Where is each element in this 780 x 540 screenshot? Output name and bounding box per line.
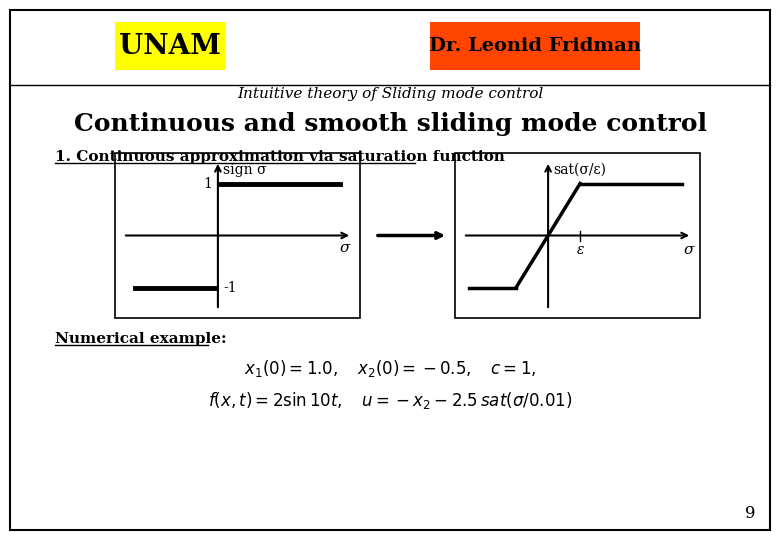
Text: Intuitive theory of Sliding mode control: Intuitive theory of Sliding mode control <box>237 87 543 101</box>
Text: ε: ε <box>576 244 584 258</box>
Bar <box>455 153 700 318</box>
Bar <box>430 22 640 70</box>
Text: 1. Continuous approximation via saturation function: 1. Continuous approximation via saturati… <box>55 150 505 164</box>
Text: $x_1(0) = 1.0,\quad x_2(0) = -0.5, \quad c = 1,$: $x_1(0) = 1.0,\quad x_2(0) = -0.5, \quad… <box>244 358 536 379</box>
Text: Dr. Leonid Fridman: Dr. Leonid Fridman <box>429 37 641 55</box>
Bar <box>115 153 360 318</box>
Text: UNAM: UNAM <box>119 32 221 59</box>
Text: Numerical example:: Numerical example: <box>55 332 227 346</box>
Text: -1: -1 <box>223 280 236 294</box>
Text: sign σ: sign σ <box>223 163 267 177</box>
Text: 1: 1 <box>203 177 212 191</box>
Text: 9: 9 <box>744 505 755 522</box>
Text: sat(σ/ε): sat(σ/ε) <box>553 163 606 177</box>
Text: σ: σ <box>683 244 694 258</box>
Text: $f(x,t) = 2\sin 10t, \quad u = -x_2 - 2.5\,sat(\sigma/0.01)$: $f(x,t) = 2\sin 10t, \quad u = -x_2 - 2.… <box>207 390 573 411</box>
Text: σ: σ <box>339 240 350 254</box>
Text: Continuous and smooth sliding mode control: Continuous and smooth sliding mode contr… <box>73 112 707 136</box>
Bar <box>115 22 225 70</box>
